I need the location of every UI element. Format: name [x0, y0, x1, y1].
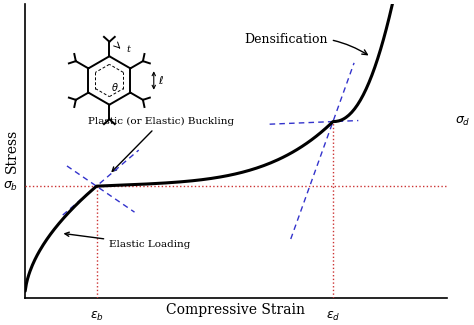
- Text: $\sigma_d$: $\sigma_d$: [456, 115, 471, 128]
- X-axis label: Compressive Strain: Compressive Strain: [166, 303, 305, 317]
- Text: $\epsilon_b$: $\epsilon_b$: [90, 309, 103, 323]
- Y-axis label: Stress: Stress: [5, 129, 19, 173]
- Text: $\sigma_b$: $\sigma_b$: [3, 180, 18, 193]
- Text: Plastic (or Elastic) Buckling: Plastic (or Elastic) Buckling: [88, 117, 234, 171]
- Text: Elastic Loading: Elastic Loading: [65, 232, 191, 249]
- Text: Densification: Densification: [244, 33, 367, 55]
- Text: $\epsilon_d$: $\epsilon_d$: [326, 309, 340, 323]
